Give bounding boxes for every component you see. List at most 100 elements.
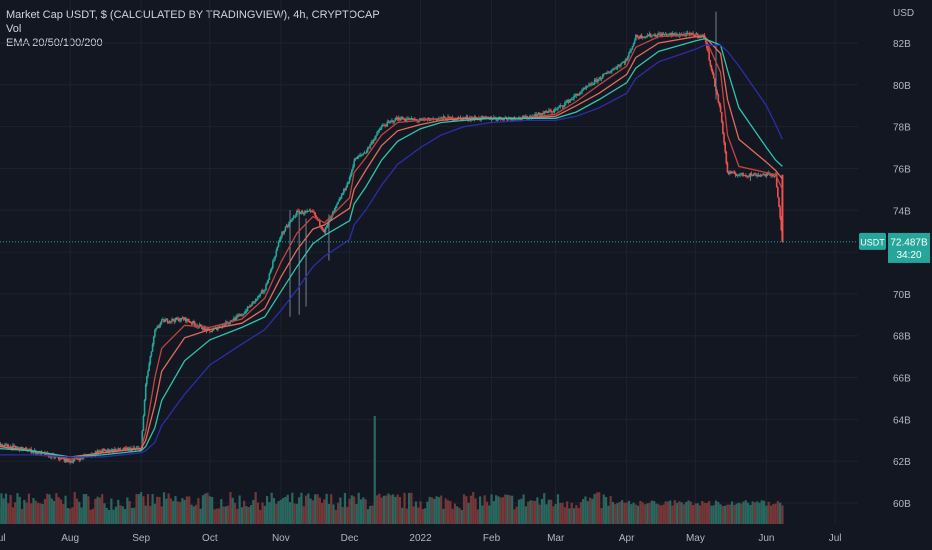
candle-body [171,319,173,322]
volume-bar [508,495,511,524]
candle-body [502,118,504,121]
time-tick-label: Aug [61,533,79,544]
volume-bar [160,506,163,524]
volume-bar [497,496,500,524]
volume-bar [66,508,69,524]
candle-body [550,110,552,113]
candle-body [16,447,19,449]
candle-body [367,147,369,151]
volume-bar [474,498,477,524]
candle-body [710,65,713,70]
volume-bar [137,494,140,524]
candle-body [661,33,663,37]
volume-bar [458,507,461,524]
candle-body [117,448,120,450]
candle-body [584,87,587,89]
candle-body [108,449,110,452]
candle-body [615,68,618,70]
candle-body [222,324,225,326]
candle-body [410,118,413,120]
volume-bar [614,504,617,524]
volume-bar [552,506,555,524]
candle-body [330,215,333,220]
time-tick-label: Nov [272,533,290,544]
candle-body [272,261,274,269]
candle-body [535,114,538,117]
volume-bar [144,505,147,524]
candle-body [360,154,362,156]
candle-body [247,306,250,308]
volume-bar [556,494,560,524]
volume-bar [311,500,315,524]
candle-body [667,34,669,36]
candle-body [156,326,158,329]
candle-body [665,33,668,36]
volume-bar [268,502,271,524]
candle-body [483,116,486,118]
candle-body [425,118,428,120]
candle-body [260,291,263,294]
volume-bar [375,495,379,524]
candle-body [368,147,370,149]
candle-body [551,111,554,113]
candle-body [0,443,2,447]
volume-bar [465,496,468,524]
candle-body [181,317,184,319]
candle-body [243,313,245,315]
candle-body [394,117,397,122]
candle-body [345,187,347,190]
candle-body [283,230,286,234]
candle-body [168,321,171,323]
volume-bar [712,505,715,524]
volume-bar [572,508,576,524]
candle-body [81,457,84,459]
candle-body [522,116,525,118]
candle-body [755,174,757,177]
candle-body [392,120,394,123]
candle-body [118,448,121,450]
volume-bar [16,493,19,524]
volume-bar [142,496,145,524]
candle-body [64,458,67,462]
candle-body [556,109,558,111]
candle-body [592,84,595,86]
volume-bar [428,496,431,524]
volume-bar [298,497,301,524]
candle-body [564,102,566,106]
candle-body [315,216,318,218]
candle-body [198,324,201,327]
candle-body [510,118,512,121]
volume-bar [760,500,763,524]
candle-body [393,121,396,123]
volume-bar [337,502,340,524]
candle-body [709,60,712,66]
volume-bar [504,494,507,524]
volume-bar [659,505,663,524]
candle-body [321,227,323,230]
volume-bar [446,500,450,524]
candle-body [15,447,18,449]
volume-bar [371,505,374,524]
volume-bar [124,509,127,524]
volume-bar [623,502,626,524]
candle-body [740,172,742,175]
candle-body [344,189,346,191]
volume-bar [222,506,225,524]
candle-body [397,117,400,120]
candle-body [465,116,468,118]
candle-body [744,175,747,177]
volume-bar [421,509,424,524]
volume-bar [103,503,106,524]
volume-bar [442,508,445,524]
time-tick-label: Dec [341,533,359,544]
candle-body [245,311,248,313]
volume-bar [82,494,85,524]
candle-body [558,106,560,108]
volume-bar [579,502,582,524]
volume-bar [227,505,230,524]
candle-body [323,230,326,233]
candle-body [267,279,270,284]
candle-body [644,36,646,38]
volume-bar [467,502,470,524]
